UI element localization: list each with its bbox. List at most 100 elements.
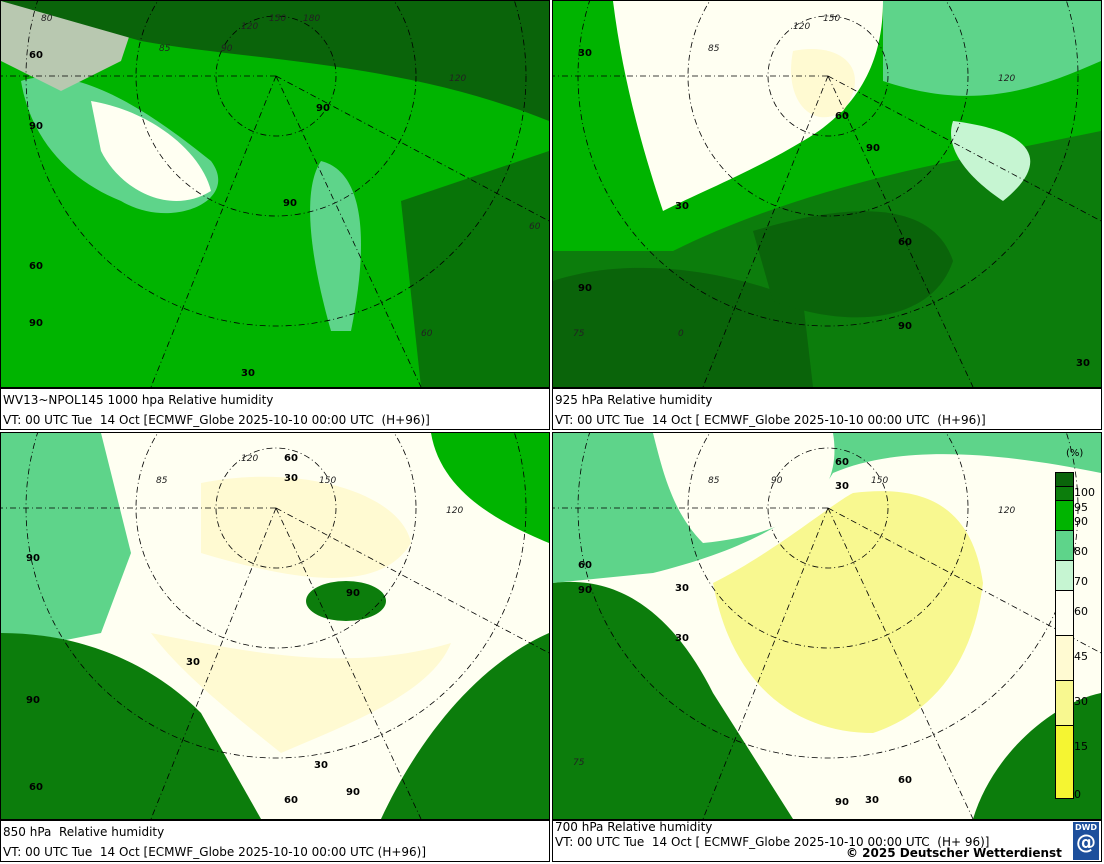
grid-label: 120 [241,454,258,464]
contour-label: 90 [26,553,40,564]
legend-unit: (%) [1066,448,1084,459]
legend-tick: 100 [1074,486,1095,499]
contour-label: 90 [578,585,592,596]
contour-label: 90 [898,321,912,332]
valid-time: VT: 00 UTC Tue 14 Oct [ECMWF_Globe 2025-… [3,845,427,859]
legend-tick: 15 [1074,740,1088,753]
contour-label: 90 [346,787,360,798]
contour-label: 60 [284,795,298,806]
panel-1000hpa: 90 90 90 60 90 60 30 80 85 90 120 150 18… [0,0,550,430]
panel-850hpa: 30 60 90 90 90 30 30 60 90 60 85 120 150… [0,432,550,862]
grid-label: 90 [771,476,783,486]
map-canvas: 60 30 60 90 30 30 60 90 30 85 90 150 120… [553,433,1101,819]
legend-swatch [1056,561,1073,591]
contour-label: 90 [578,283,592,294]
legend-tick: 0 [1074,788,1081,801]
grid-label: 180 [303,14,320,24]
contour-label: 90 [316,103,330,114]
contour-label: 30 [1076,358,1090,369]
contour-label: 90 [283,198,297,209]
contour-label: 90 [29,318,43,329]
valid-time: VT: 00 UTC Tue 14 Oct [ECMWF_Globe 2025-… [3,413,430,427]
legend-tick: 95 [1074,501,1088,514]
panel-title: 700 hPa Relative humidity [555,820,713,834]
contour-label: 90 [866,143,880,154]
contour-label: 60 [898,237,912,248]
contour-label: 90 [29,121,43,132]
grid-labels: 80 85 90 120 150 180 120 60 60 [41,14,541,339]
grid-label: 120 [446,506,463,516]
panel-925hpa: 30 60 90 30 60 90 90 30 85 120 150 120 7… [552,0,1102,430]
legend-tick: 70 [1074,575,1088,588]
contour-label: 30 [241,368,255,379]
contour-label: 60 [29,50,43,61]
legend-swatch [1056,501,1073,531]
contour-label: 60 [898,775,912,786]
legend-swatch [1056,591,1073,636]
contour-label: 60 [835,457,849,468]
map-canvas: 90 90 90 60 90 60 30 80 85 90 120 150 18… [1,1,549,387]
panel-caption: 850 hPa Relative humidity VT: 00 UTC Tue… [3,822,426,862]
map-925hpa: 30 60 90 30 60 90 90 30 85 120 150 120 7… [553,1,1101,389]
color-legend [1055,472,1074,799]
map-850hpa: 30 60 90 90 90 30 30 60 90 60 85 120 150… [1,433,549,821]
contour-label: 60 [284,453,298,464]
valid-time: VT: 00 UTC Tue 14 Oct [ ECMWF_Globe 2025… [555,835,990,849]
contour-label: 30 [186,657,200,668]
grid-label: 0 [678,329,684,339]
panel-700hpa: 60 30 60 90 30 30 60 90 30 85 90 150 120… [552,432,1102,862]
legend-tick: 60 [1074,605,1088,618]
contour-label: 30 [675,583,689,594]
grid-label: 120 [998,74,1015,84]
contour-label: 60 [29,261,43,272]
panel-caption: WV13~NPOL145 1000 hpa Relative humidity … [3,390,430,430]
legend-swatch [1056,726,1073,798]
contour-label: 60 [29,782,43,793]
contour-label: 30 [675,201,689,212]
contour-label: 90 [346,588,360,599]
grid-label: 150 [319,476,336,486]
legend-tick: 45 [1074,650,1088,663]
panel-title: 925 hPa Relative humidity [555,393,713,407]
grid-label: 75 [573,329,585,339]
grid-label: 120 [241,22,258,32]
grid-label: 85 [156,476,168,486]
legend-swatch [1056,487,1073,501]
legend-swatch [1056,473,1073,487]
panel-title: WV13~NPOL145 1000 hpa Relative humidity [3,393,274,407]
copyright: © 2025 Deutscher Wetterdienst [846,846,1062,860]
grid-label: 85 [159,44,171,54]
legend-tick: 30 [1074,695,1088,708]
dwd-logo: DWD @ [1073,822,1099,860]
grid-label: 120 [793,22,810,32]
grid-label: 60 [529,222,541,232]
grid-label: 60 [421,329,433,339]
grid-label: 120 [998,506,1015,516]
contour-label: 30 [675,633,689,644]
contour-label: 60 [835,111,849,122]
legend-swatch [1056,531,1073,561]
contour-labels: 90 90 90 60 90 60 30 [29,50,330,379]
legend-tick: 90 [1074,515,1088,528]
grid-label: 150 [823,14,840,24]
contour-label: 30 [284,473,298,484]
contour-label: 30 [578,48,592,59]
grid-label: 85 [708,476,720,486]
spiral-icon: @ [1076,830,1096,854]
legend-tick: 80 [1074,545,1088,558]
grid-label: 90 [221,44,233,54]
grid-label: 85 [708,44,720,54]
contour-label: 30 [835,481,849,492]
map-1000hpa: 90 90 90 60 90 60 30 80 85 90 120 150 18… [1,1,549,389]
grid-label: 80 [41,14,53,24]
contour-label: 30 [314,760,328,771]
contour-label: 90 [26,695,40,706]
map-canvas: 30 60 90 30 60 90 90 30 85 120 150 120 7… [553,1,1101,387]
panel-title: 850 hPa Relative humidity [3,825,165,839]
grid-label: 75 [573,758,585,768]
legend-swatch [1056,636,1073,681]
grid-label: 150 [871,476,888,486]
valid-time: VT: 00 UTC Tue 14 Oct [ ECMWF_Globe 2025… [555,413,986,427]
grid-label: 120 [449,74,466,84]
map-700hpa: 60 30 60 90 30 30 60 90 30 85 90 150 120… [553,433,1101,821]
